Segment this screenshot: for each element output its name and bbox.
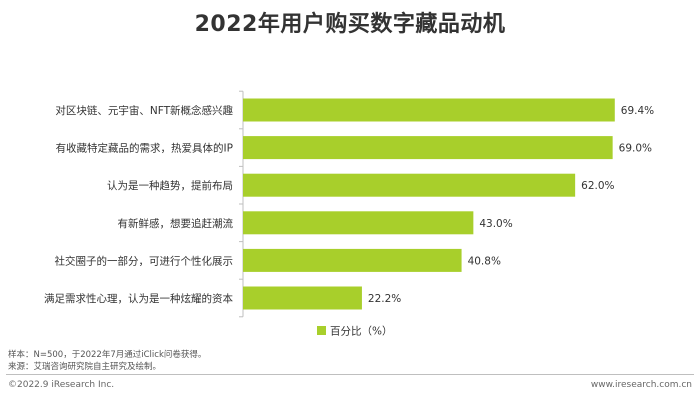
data-label: 22.2% [368,293,401,305]
legend-swatch [317,326,326,335]
website-text: www.iresearch.com.cn [590,380,692,390]
category-label: 对区块链、元宇宙、NFT新概念感兴趣 [55,104,233,117]
bar [243,173,576,197]
bar [243,211,474,235]
legend-label: 百分比（%） [330,325,392,338]
data-label: 40.8% [468,255,501,267]
category-label: 认为是一种趋势，提前布局 [107,179,233,192]
bars-group: 69.4% 69.0% 62.0% 43.0% 40.8% 22.2% [243,98,654,310]
copyright-text: ©2022.9 iResearch Inc. [8,380,115,390]
category-label: 有收藏特定藏品的需求，热爱具体的IP [56,142,233,155]
category-label: 满足需求性心理，认为是一种炫耀的资本 [44,292,233,305]
data-label: 69.4% [621,105,654,117]
chart-title: 2022年用户购买数字藏品动机 [194,12,506,37]
legend: 百分比（%） [317,325,392,338]
data-label: 69.0% [619,143,652,155]
category-label: 社交圈子的一部分，可进行个性化展示 [55,254,234,267]
bar [243,248,462,272]
data-label: 62.0% [581,180,614,192]
data-label: 43.0% [479,218,512,230]
footer-divider [6,374,694,375]
bar [243,136,613,160]
bar [243,98,615,122]
bar [243,286,362,310]
category-label: 有新鲜感，想要追赶潮流 [118,217,234,230]
source-note: 来源：艾瑞咨询研究院自主研究及绘制。 [8,362,162,372]
sample-note: 样本：N=500，于2022年7月通过iClick问卷获得。 [8,350,207,360]
